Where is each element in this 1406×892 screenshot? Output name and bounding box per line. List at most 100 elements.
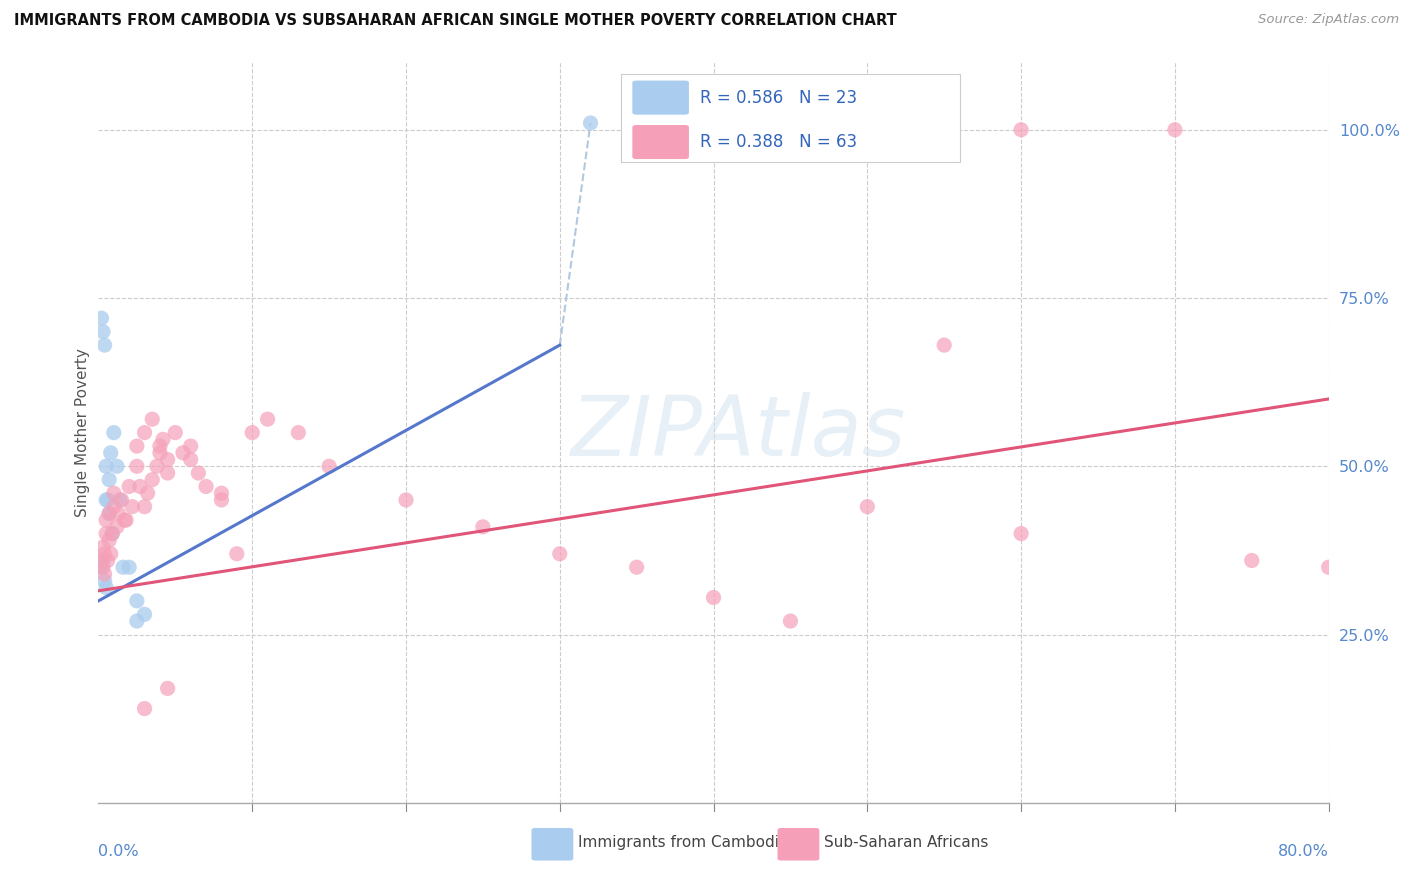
Point: [91, 540, 114, 554]
Point: [149, 446, 172, 460]
Point: [1164, 122, 1187, 136]
Point: [129, 479, 152, 493]
Point: [118, 479, 141, 493]
Point: [93, 574, 115, 588]
Point: [125, 614, 148, 628]
Point: [934, 338, 956, 352]
Point: [103, 486, 125, 500]
Point: [240, 425, 263, 440]
Point: [856, 500, 879, 514]
Point: [134, 701, 156, 715]
Point: [180, 439, 202, 453]
Text: R = 0.586   N = 23: R = 0.586 N = 23: [700, 88, 858, 107]
Point: [318, 459, 340, 474]
Point: [1240, 553, 1263, 567]
Text: Source: ZipAtlas.com: Source: ZipAtlas.com: [1258, 13, 1399, 27]
Text: 0.0%: 0.0%: [98, 844, 139, 858]
Point: [152, 433, 174, 447]
Point: [94, 459, 117, 474]
Point: [90, 560, 112, 574]
Point: [98, 507, 121, 521]
FancyBboxPatch shape: [633, 80, 689, 115]
Point: [108, 492, 131, 507]
Point: [125, 594, 148, 608]
Point: [548, 547, 571, 561]
Point: [121, 500, 143, 514]
Point: [703, 591, 725, 605]
Point: [141, 412, 163, 426]
Point: [110, 492, 132, 507]
Point: [172, 446, 194, 460]
Point: [94, 513, 117, 527]
Point: [101, 526, 124, 541]
Point: [107, 507, 129, 521]
Y-axis label: Single Mother Poverty: Single Mother Poverty: [75, 348, 90, 517]
Point: [118, 560, 141, 574]
Text: 80.0%: 80.0%: [1278, 844, 1329, 858]
Point: [114, 513, 136, 527]
Point: [136, 486, 159, 500]
Point: [779, 614, 801, 628]
Point: [211, 492, 233, 507]
Point: [471, 520, 494, 534]
Point: [125, 459, 148, 474]
Point: [287, 425, 309, 440]
Text: Immigrants from Cambodia: Immigrants from Cambodia: [578, 835, 789, 849]
Point: [91, 325, 114, 339]
Point: [149, 439, 172, 453]
Point: [395, 492, 418, 507]
Point: [94, 581, 117, 595]
Point: [100, 547, 122, 561]
FancyBboxPatch shape: [633, 125, 689, 159]
Text: Sub-Saharan Africans: Sub-Saharan Africans: [824, 835, 988, 849]
Point: [579, 116, 602, 130]
FancyBboxPatch shape: [621, 73, 960, 162]
Point: [93, 338, 115, 352]
Point: [105, 520, 128, 534]
Point: [1010, 526, 1032, 541]
Point: [115, 513, 138, 527]
Point: [187, 466, 209, 480]
Point: [156, 466, 179, 480]
Point: [195, 479, 218, 493]
Point: [100, 446, 122, 460]
Point: [103, 425, 125, 440]
Point: [97, 492, 120, 507]
Point: [211, 486, 233, 500]
Point: [91, 560, 114, 574]
Point: [94, 492, 117, 507]
Point: [101, 526, 124, 541]
Point: [134, 607, 156, 622]
Point: [94, 526, 117, 541]
Point: [105, 459, 128, 474]
Point: [134, 425, 156, 440]
Text: ZIPAtlas: ZIPAtlas: [571, 392, 905, 473]
Point: [180, 452, 202, 467]
Point: [626, 560, 648, 574]
Point: [90, 553, 112, 567]
Point: [225, 547, 247, 561]
Point: [156, 681, 179, 696]
FancyBboxPatch shape: [531, 828, 574, 861]
Point: [141, 473, 163, 487]
Point: [156, 452, 179, 467]
Point: [103, 500, 125, 514]
Point: [93, 566, 115, 581]
Text: IMMIGRANTS FROM CAMBODIA VS SUBSAHARAN AFRICAN SINGLE MOTHER POVERTY CORRELATION: IMMIGRANTS FROM CAMBODIA VS SUBSAHARAN A…: [14, 13, 897, 29]
Point: [165, 425, 187, 440]
Point: [112, 560, 135, 574]
Text: R = 0.388   N = 63: R = 0.388 N = 63: [700, 133, 858, 151]
Point: [98, 507, 121, 521]
Point: [98, 473, 121, 487]
Point: [91, 553, 114, 567]
Point: [125, 439, 148, 453]
Point: [146, 459, 169, 474]
FancyBboxPatch shape: [778, 828, 820, 861]
Point: [97, 553, 120, 567]
Point: [256, 412, 278, 426]
Point: [98, 533, 121, 548]
Point: [134, 500, 156, 514]
Point: [1317, 560, 1340, 574]
Point: [90, 311, 112, 326]
Point: [1010, 122, 1032, 136]
